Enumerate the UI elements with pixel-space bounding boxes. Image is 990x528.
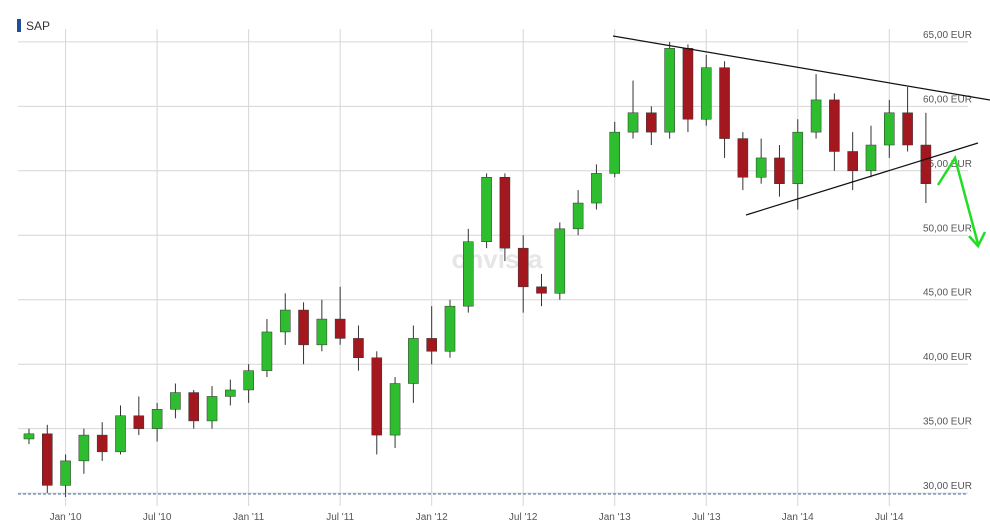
x-tick-label: Jul '14 (875, 512, 904, 523)
candle-body (316, 318, 328, 346)
candle-body (499, 177, 511, 249)
candle-body (682, 48, 694, 120)
candle-body (865, 144, 877, 172)
candle-body (572, 202, 584, 230)
title-marker (17, 19, 21, 32)
candles (23, 41, 932, 497)
candle-body (225, 389, 236, 397)
upper-trendline (612, 35, 990, 101)
candle-body (719, 67, 730, 139)
candle-body (133, 415, 145, 429)
x-tick-label: Jan '11 (233, 512, 265, 523)
candle-body (96, 434, 108, 453)
candle-body (279, 309, 291, 333)
candle-body (774, 157, 785, 184)
candle-body (646, 112, 657, 133)
candle-body (334, 318, 346, 339)
candle-body (884, 112, 895, 146)
chart-title: SAP (26, 19, 50, 33)
candle-body (371, 357, 383, 436)
candle-body (609, 131, 621, 174)
lower-trendline (745, 142, 979, 216)
candle-body (151, 409, 163, 429)
candle-body (463, 241, 474, 307)
candle-body (517, 247, 529, 288)
candle-body (426, 338, 437, 352)
y-tick-label: 50,00 EUR (923, 223, 972, 234)
x-tick-label: Jul '10 (143, 512, 172, 523)
x-tick-label: Jan '13 (599, 512, 631, 523)
y-tick-label: 65,00 EUR (923, 30, 972, 41)
y-tick-label: 30,00 EUR (923, 481, 972, 492)
candle-body (554, 228, 566, 294)
candle-body (78, 434, 90, 462)
candle-body (23, 433, 35, 440)
candle-body (42, 433, 53, 486)
y-tick-label: 60,00 EUR (923, 94, 972, 105)
y-tick-label: 55,00 EUR (923, 159, 972, 170)
candle-body (261, 331, 273, 371)
x-tick-label: Jan '12 (416, 512, 448, 523)
candle-body (60, 460, 71, 486)
x-tick-label: Jan '14 (782, 512, 814, 523)
x-tick-label: Jan '10 (50, 512, 82, 523)
x-tick-label: Jul '11 (326, 512, 354, 523)
grid: 30,00 EUR 35,00 EUR 40,00 EUR 45,00 EUR 50,0… (18, 29, 972, 523)
x-tick-label: Jul '12 (509, 512, 538, 523)
candle-body (389, 383, 401, 436)
candle-body (847, 151, 858, 172)
x-tick-label: Jul '13 (692, 512, 721, 523)
y-tick-label: 35,00 EUR (923, 417, 972, 428)
candle-body (737, 138, 749, 178)
candle-body (188, 392, 200, 422)
candle-body (902, 112, 913, 146)
forecast-arrowhead (968, 231, 987, 249)
candle-body (170, 392, 181, 410)
candle-body (243, 370, 254, 391)
candle-body (591, 173, 602, 204)
candle-body (755, 157, 767, 178)
candle-body (536, 286, 547, 294)
forecast-arrow (936, 154, 980, 245)
candle-body (664, 48, 675, 133)
candle-body (298, 309, 309, 346)
candle-body (792, 131, 804, 184)
candle-body (700, 67, 712, 120)
candle-body (829, 99, 840, 152)
candle-body (408, 338, 419, 384)
candle-body (353, 338, 364, 358)
candle-body (627, 112, 639, 133)
candle-body (206, 396, 218, 422)
candle-body (810, 99, 822, 133)
y-tick-label: 45,00 EUR (923, 288, 972, 299)
candle-body (115, 415, 126, 453)
candle-body (481, 177, 492, 242)
y-tick-label: 40,00 EUR (923, 352, 972, 363)
candle-body (920, 144, 932, 184)
candle-body (444, 305, 456, 352)
